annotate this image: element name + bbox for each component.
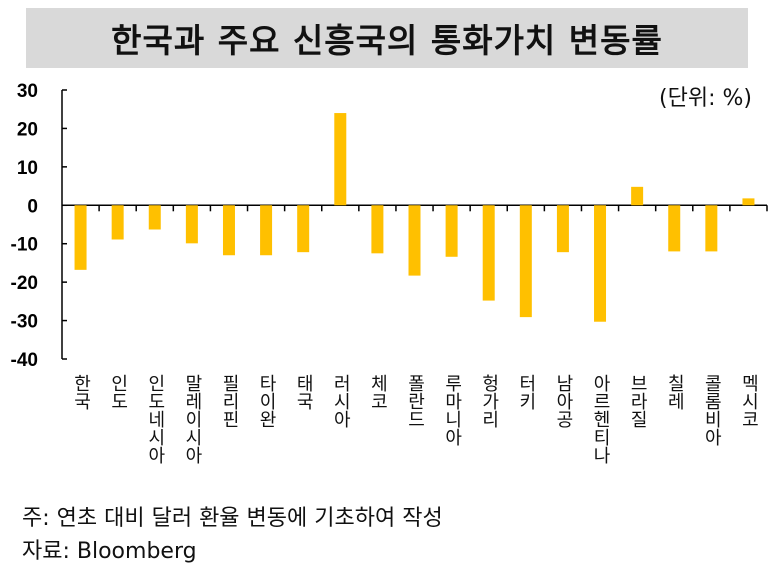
bar-16 [668,205,681,252]
x-tick-label: 체코 [367,374,389,410]
x-tick-label: 남아공 [552,374,574,428]
x-tick-label: 필리핀 [218,374,240,428]
unit-label: (단위: %) [659,86,752,111]
bar-1 [111,205,124,240]
y-tick-label: 20 [17,119,38,140]
x-tick-label: 타이완 [256,374,278,428]
x-tick-label: 브라질 [627,374,649,428]
bar-18 [742,198,755,206]
bar-8 [371,205,384,254]
y-tick-label: -30 [11,312,38,333]
bar-2 [148,205,161,230]
x-tick-label: 러시아 [330,374,352,428]
y-tick-label: -40 [11,350,38,371]
x-tick-label: 터키 [515,374,537,410]
footnote: 주: 연초 대비 달러 환율 변동에 기초하여 작성 [22,506,443,531]
bar-5 [260,205,273,256]
x-tick-label: 폴란드 [404,374,426,428]
x-tick-label: 태국 [293,374,315,410]
x-tick-label: 한국 [70,374,92,410]
bar-13 [556,205,569,253]
bar-15 [631,186,644,206]
x-tick-label: 칠레 [664,374,686,410]
bar-7 [334,113,347,206]
bar-17 [705,205,718,252]
bar-12 [519,205,532,318]
chart-title: 한국과 주요 신흥국의 통화가치 변동률 [111,21,663,60]
bar-14 [594,205,607,322]
bar-6 [297,205,310,253]
x-tick-label: 인도네시아 [144,374,166,464]
y-tick-label: 30 [17,81,38,102]
x-tick-label: 아르헨티나 [590,374,612,464]
y-tick-label: 0 [27,196,38,217]
bar-11 [482,205,495,301]
x-tick-label: 루마니아 [441,374,463,446]
x-tick-label: 헝가리 [478,374,500,428]
source-note: 자료: Bloomberg [22,539,197,564]
x-tick-label: 인도 [107,374,129,410]
bar-9 [408,205,421,276]
bar-10 [445,205,458,257]
x-tick-label: 말레이시아 [181,374,203,464]
bar-4 [222,205,235,256]
y-tick-label: -20 [11,273,38,294]
chart-title-banner: 한국과 주요 신흥국의 통화가치 변동률 [26,8,748,68]
bar-0 [74,205,87,270]
x-tick-label: 멕시코 [738,374,760,428]
bar-3 [185,205,198,244]
y-tick-label: -10 [11,235,38,256]
x-tick-label: 콜롬비아 [701,374,723,446]
y-tick-label: 10 [17,158,38,179]
